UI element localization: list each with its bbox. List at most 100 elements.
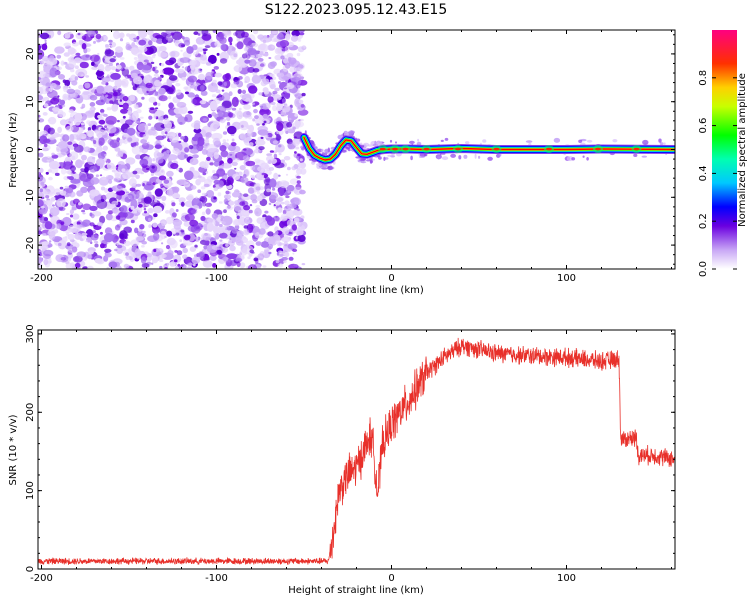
noise-speckle-dot: [269, 33, 274, 39]
noise-speckle-dot: [58, 206, 66, 212]
noise-speckle-dot: [146, 90, 149, 94]
noise-speckle-dot: [228, 91, 233, 97]
noise-speckle-dot: [270, 84, 276, 90]
noise-speckle-dot: [272, 187, 276, 191]
noise-speckle-dot: [152, 182, 156, 186]
noise-speckle-dot: [287, 243, 298, 250]
noise-speckle-dot: [240, 62, 246, 67]
noise-speckle-dot: [269, 73, 275, 78]
noise-speckle-dot: [64, 32, 71, 39]
noise-speckle-dot: [270, 61, 277, 67]
noise-speckle-dot: [95, 33, 102, 40]
noise-speckle-dot: [251, 102, 256, 106]
noise-speckle-dot: [48, 116, 57, 125]
spectrogram-ytick-label: -10: [25, 189, 36, 205]
noise-speckle-dot: [65, 125, 74, 132]
noise-speckle-dot: [223, 209, 227, 214]
noise-speckle-dot: [166, 230, 173, 237]
noise-speckle-dot: [240, 255, 245, 260]
noise-speckle-dot: [90, 213, 95, 219]
noise-speckle-dot: [134, 248, 141, 257]
noise-speckle-dot: [162, 67, 175, 75]
snr-background: [38, 330, 675, 569]
noise-speckle-dot: [42, 112, 48, 116]
noise-speckle-dot: [247, 47, 257, 55]
noise-speckle-dot: [47, 260, 52, 264]
noise-speckle-dot: [259, 51, 264, 56]
noise-speckle-dot: [184, 147, 190, 153]
noise-speckle-dot: [272, 140, 279, 145]
noise-speckle-dot: [295, 126, 299, 129]
noise-speckle-dot: [243, 124, 247, 127]
noise-speckle-dot: [231, 191, 240, 198]
noise-speckle-dot: [40, 32, 50, 40]
noise-speckle-dot: [153, 248, 157, 253]
noise-speckle-dot: [180, 44, 186, 48]
trace-halo-dot: [482, 139, 487, 143]
noise-speckle-dot: [297, 153, 301, 157]
noise-speckle-dot: [50, 97, 59, 105]
noise-speckle-dot: [67, 47, 76, 55]
noise-speckle-dot: [139, 224, 145, 230]
noise-speckle-dot: [191, 185, 197, 190]
noise-speckle-dot: [243, 225, 248, 229]
noise-speckle-dot: [294, 151, 297, 154]
noise-speckle-dot: [58, 105, 63, 109]
noise-speckle-dot: [283, 156, 291, 161]
noise-speckle-dot: [262, 113, 268, 119]
noise-speckle-dot: [258, 228, 266, 235]
noise-speckle-dot: [43, 103, 49, 108]
noise-speckle-dot: [243, 193, 249, 197]
noise-speckle-dot: [60, 257, 66, 261]
noise-speckle-dot: [275, 259, 280, 264]
noise-speckle-dot: [153, 213, 158, 218]
noise-speckle-dot: [218, 97, 223, 101]
noise-speckle-dot: [154, 66, 158, 69]
noise-speckle-dot: [82, 266, 89, 269]
noise-speckle-dot: [200, 186, 206, 190]
noise-speckle-dot: [144, 183, 154, 191]
noise-speckle-dot: [38, 152, 44, 158]
noise-speckle-dot: [236, 215, 240, 220]
noise-speckle-dot: [276, 34, 285, 40]
noise-speckle-dot: [259, 36, 273, 43]
noise-speckle-dot: [161, 195, 167, 201]
noise-speckle-dot: [137, 123, 149, 133]
noise-speckle-dot: [181, 76, 186, 81]
trace-halo-dot: [363, 142, 370, 147]
noise-speckle-dot: [97, 152, 106, 160]
trace-blob-core: [402, 147, 409, 151]
noise-speckle-dot: [281, 98, 286, 104]
noise-speckle-dot: [221, 162, 232, 169]
noise-speckle-dot: [298, 32, 305, 36]
noise-speckle-dot: [216, 249, 223, 255]
noise-speckle-dot: [193, 128, 202, 134]
noise-speckle-dot: [158, 87, 166, 95]
noise-speckle-dot: [189, 59, 197, 66]
noise-speckle-dot: [38, 223, 42, 226]
noise-speckle-dot: [260, 136, 264, 140]
noise-speckle-dot: [293, 140, 300, 147]
noise-speckle-dot: [184, 66, 191, 72]
noise-speckle-dot: [43, 130, 47, 134]
noise-speckle-dot: [275, 143, 285, 153]
noise-speckle-dot: [243, 104, 252, 110]
noise-speckle-dot: [187, 110, 194, 114]
noise-speckle-dot: [83, 146, 91, 153]
noise-speckle-dot: [128, 178, 137, 187]
noise-speckle-dot: [243, 229, 250, 236]
noise-speckle-dot: [109, 41, 117, 48]
noise-speckle-dot: [188, 208, 196, 215]
noise-speckle-dot: [129, 94, 136, 102]
noise-speckle-dot: [202, 202, 207, 207]
noise-speckle-dot: [115, 215, 121, 220]
noise-speckle-dot: [209, 255, 217, 261]
noise-speckle-dot: [126, 257, 130, 260]
noise-speckle-dot: [54, 172, 60, 176]
noise-speckle-dot: [70, 178, 81, 184]
noise-speckle-dot: [175, 113, 183, 119]
noise-speckle-dot: [221, 174, 228, 180]
trace-halo-dot: [586, 139, 593, 143]
noise-speckle-dot: [254, 115, 259, 120]
noise-speckle-dot: [139, 133, 144, 138]
